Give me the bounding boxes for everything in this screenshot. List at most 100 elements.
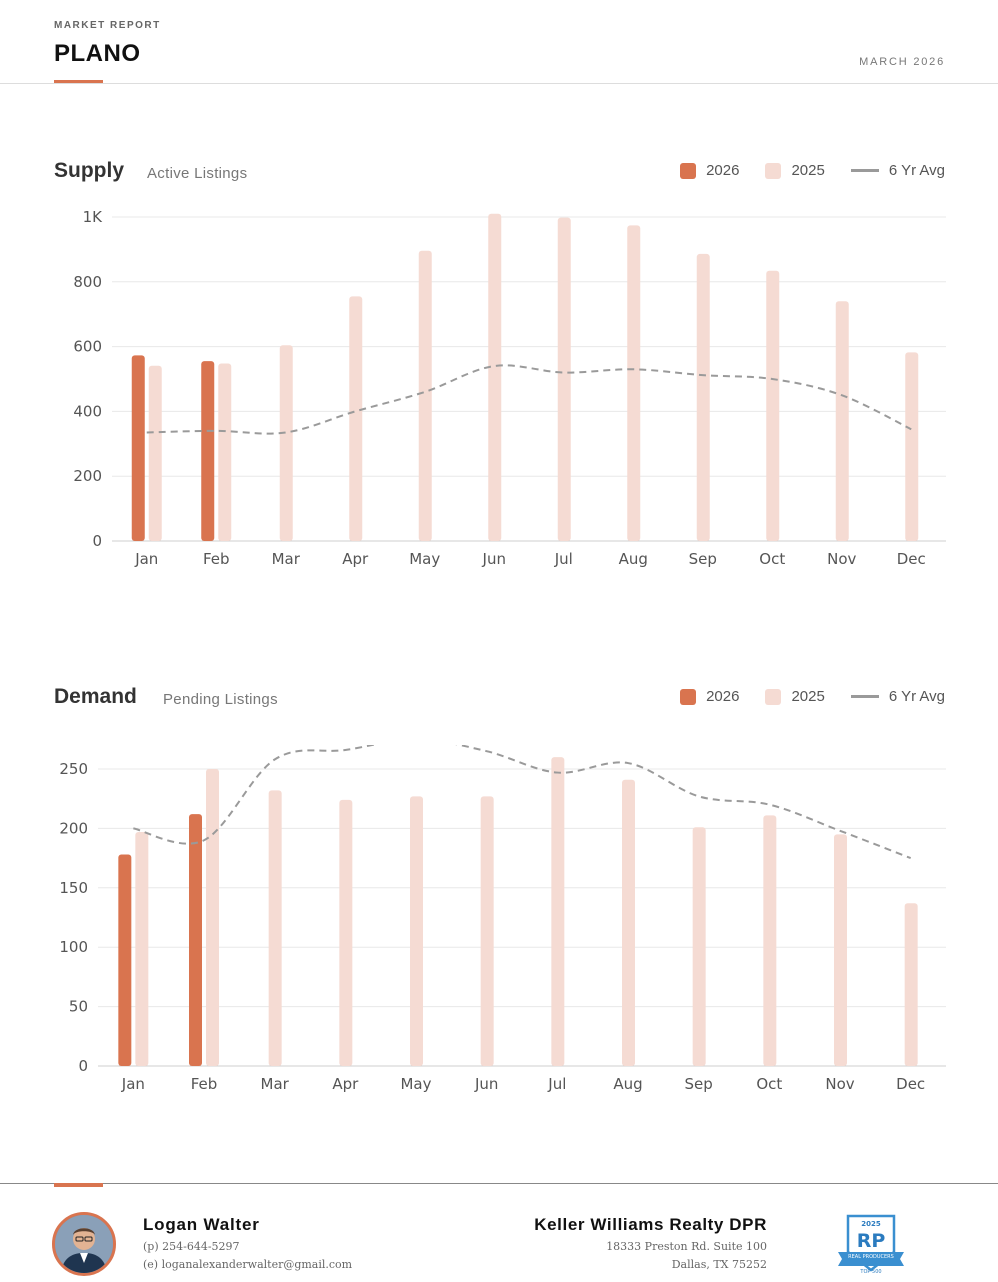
supply-bar-2025-feb [218,363,232,541]
supply-x-tick-label: Dec [897,550,926,568]
undefined-bar-2025-sep [692,827,706,1066]
legend-label-2026: 2026 [706,688,740,705]
undefined-x-tick-label: Jan [121,1075,145,1093]
demand-chart: 0 50 100 150 200 250 Jan Feb Mar Apr May Jun Jul Aug S… [59,745,946,1093]
supply-bar-2025-jan [148,365,162,541]
supply-x-tick-label: Jan [134,550,158,568]
supply-chart: 0 200 400 600 800 1K Jan Feb Mar Apr May Jun Jul Aug S… [73,208,946,568]
legend-item-2026: 2026 [680,162,739,179]
legend-item-2026: 2026 [680,688,739,705]
supply-y-tick-label: 600 [73,338,102,356]
undefined-x-tick-label: May [400,1075,431,1093]
supply-bar-2025-oct [766,270,780,541]
supply-x-tick-label: Jul [554,550,573,568]
legend-label-avg: 6 Yr Avg [888,162,945,179]
supply-x-tick-label: Nov [827,550,856,568]
supply-legend: 2026 2025 6 Yr Avg [654,162,945,179]
undefined-x-tick-label: Oct [756,1075,782,1093]
legend-item-2025: 2025 [765,162,825,179]
undefined-bar-2025-feb [206,769,219,1066]
supply-x-tick-label: Mar [272,550,301,568]
agent-email[interactable]: (e) loganalexanderwalter@gmail.com [143,1258,353,1271]
report-date: MARCH 2026 [859,56,945,68]
report-kicker: MARKET REPORT [54,20,161,31]
real-producers-badge-icon: 2025 RP REAL PRODUCERS TOP 500 [838,1214,904,1275]
supply-x-tick-label: Jun [482,550,506,568]
supply-bar-2025-jul [557,217,571,541]
undefined-y-tick-label: 50 [69,998,88,1016]
legend-label-2025: 2025 [791,688,825,705]
supply-bar-2025-mar [279,345,293,541]
undefined-x-tick-label: Mar [261,1075,290,1093]
brokerage-address-line1: 18333 Preston Rd. Suite 100 [606,1240,767,1253]
legend-label-2025: 2025 [791,162,825,179]
undefined-x-tick-label: Feb [191,1075,218,1093]
undefined-y-tick-label: 200 [59,819,88,837]
badge-rank: TOP 500 [859,1269,881,1275]
supply-bar-2026-feb [201,361,215,541]
page-title: PLANO [54,40,141,67]
supply-y-tick-label: 800 [73,273,102,291]
undefined-bar-2026-jan [118,854,132,1066]
supply-x-tick-label: Oct [759,550,785,568]
legend-swatch-2025 [765,162,782,179]
title-accent-bar [54,80,103,84]
supply-x-tick-label: Sep [689,550,717,568]
supply-y-tick-label: 200 [73,467,102,485]
undefined-y-tick-label: 100 [59,938,88,956]
supply-bar-2026-jan [131,355,145,541]
undefined-x-tick-label: Jul [547,1075,566,1093]
demand-title: Demand [54,685,137,708]
supply-bar-2025-dec [905,352,919,541]
demand-subtitle: Pending Listings [163,691,278,708]
undefined-bar-2026-feb [189,814,202,1066]
brokerage-address-line2: Dallas, TX 75252 [671,1258,767,1271]
legend-swatch-avg [850,169,879,172]
undefined-bar-2025-nov [834,834,847,1066]
undefined-x-tick-label: Apr [332,1075,359,1093]
undefined-bar-2025-mar [268,790,282,1066]
demand-legend: 2026 2025 6 Yr Avg [654,688,945,705]
undefined-y-tick-label: 250 [59,760,88,778]
footer-accent-bar [54,1183,103,1187]
legend-item-avg: 6 Yr Avg [850,162,945,179]
legend-label-avg: 6 Yr Avg [888,688,945,705]
legend-swatch-2026 [680,162,697,179]
supply-bar-2025-sep [696,253,710,541]
footer-divider [0,1183,998,1184]
undefined-avg-line [133,745,912,860]
header-divider [0,83,998,84]
supply-y-tick-label: 400 [73,402,102,420]
supply-bar-2025-jun [488,213,502,541]
undefined-bar-2025-apr [339,799,353,1066]
legend-label-2026: 2026 [706,162,740,179]
supply-title: Supply [54,159,125,182]
badge-year: 2025 [861,1220,881,1228]
supply-bar-2025-apr [349,296,363,541]
supply-avg-line [146,364,912,435]
undefined-bar-2025-jul [551,757,565,1066]
agent-phone[interactable]: (p) 254-644-5297 [143,1240,240,1253]
supply-x-tick-label: Apr [342,550,369,568]
supply-x-tick-label: Aug [619,550,648,568]
undefined-bar-2025-dec [904,903,918,1066]
undefined-bar-2025-aug [622,779,635,1066]
badge-text: REAL PRODUCERS [848,1254,894,1260]
undefined-bar-2025-jan [135,831,149,1066]
supply-y-tick-label: 1K [83,208,104,226]
legend-item-2025: 2025 [765,688,825,705]
undefined-x-tick-label: Sep [685,1075,713,1093]
badge-mark: RP [857,1230,886,1252]
supply-subtitle: Active Listings [147,165,248,182]
supply-x-tick-label: May [409,550,440,568]
brokerage-name: Keller Williams Realty DPR [534,1215,767,1234]
agent-name: Logan Walter [143,1215,260,1234]
undefined-x-tick-label: Aug [613,1075,642,1093]
supply-y-tick-label: 0 [92,532,102,550]
undefined-y-tick-label: 0 [78,1057,88,1075]
legend-swatch-2026 [680,688,697,705]
supply-bar-2025-nov [835,301,849,541]
supply-bar-2025-aug [627,225,641,541]
legend-swatch-2025 [765,688,782,705]
agent-avatar [52,1212,116,1276]
